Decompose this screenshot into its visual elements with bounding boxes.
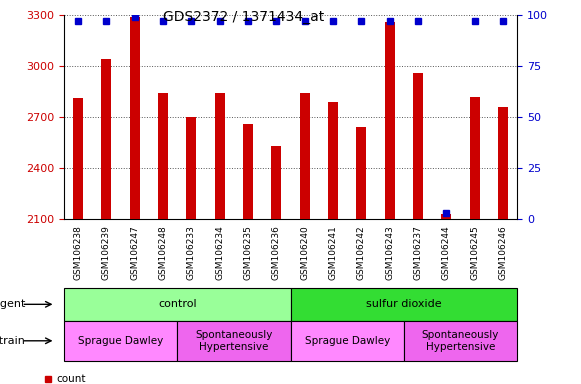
Bar	[64, 321, 177, 361]
Text: Spontaneously
Hypertensive: Spontaneously Hypertensive	[422, 330, 499, 352]
Bar	[385, 22, 394, 219]
Bar	[158, 93, 168, 219]
Text: Spontaneously
Hypertensive: Spontaneously Hypertensive	[195, 330, 272, 352]
Text: strain: strain	[0, 336, 25, 346]
Text: sulfur dioxide: sulfur dioxide	[366, 299, 442, 310]
Bar	[442, 214, 451, 219]
Text: GDS2372 / 1371434_at: GDS2372 / 1371434_at	[163, 10, 325, 23]
Bar	[300, 93, 310, 219]
Bar	[102, 60, 112, 219]
Text: control: control	[158, 299, 196, 310]
Bar	[498, 107, 508, 219]
Legend: count, percentile rank within the sample: count, percentile rank within the sample	[40, 370, 237, 384]
Bar	[328, 102, 338, 219]
Bar	[290, 288, 517, 321]
Bar	[356, 127, 366, 219]
Bar	[413, 73, 423, 219]
Bar	[243, 124, 253, 219]
Bar	[73, 98, 83, 219]
Text: agent: agent	[0, 299, 26, 310]
Bar	[130, 17, 139, 219]
Bar	[469, 97, 479, 219]
Text: Sprague Dawley: Sprague Dawley	[78, 336, 163, 346]
Bar	[290, 321, 404, 361]
Bar	[64, 288, 290, 321]
Text: Sprague Dawley: Sprague Dawley	[304, 336, 390, 346]
Bar	[177, 321, 290, 361]
Bar	[271, 146, 281, 219]
Bar	[404, 321, 517, 361]
Bar	[215, 93, 225, 219]
Bar	[187, 117, 196, 219]
